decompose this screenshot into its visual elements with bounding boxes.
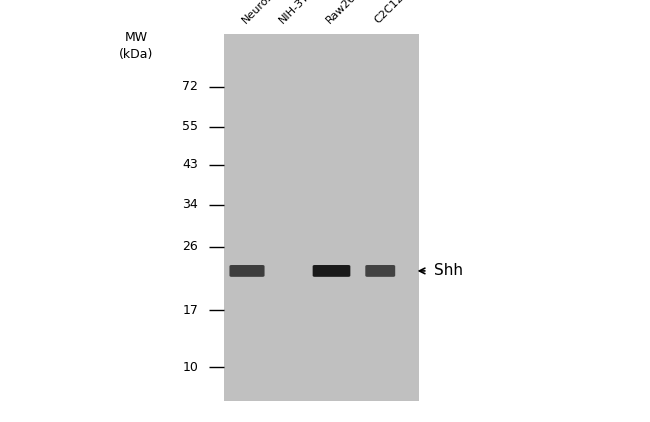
Text: 72: 72: [183, 80, 198, 93]
Text: 26: 26: [183, 241, 198, 253]
FancyBboxPatch shape: [313, 265, 350, 277]
Text: C2C12: C2C12: [373, 0, 406, 25]
Text: 10: 10: [183, 361, 198, 373]
Text: 17: 17: [183, 304, 198, 316]
Text: 43: 43: [183, 158, 198, 171]
Text: NIH-3T3: NIH-3T3: [277, 0, 316, 25]
FancyBboxPatch shape: [365, 265, 395, 277]
Text: Shh: Shh: [434, 263, 463, 279]
Bar: [224, 34, 419, 401]
FancyBboxPatch shape: [229, 265, 265, 277]
Text: Neuro2A: Neuro2A: [240, 0, 281, 25]
Text: Raw264.7: Raw264.7: [324, 0, 370, 25]
Text: (kDa): (kDa): [120, 48, 153, 61]
Text: MW: MW: [125, 31, 148, 44]
Text: 55: 55: [182, 120, 198, 133]
Text: 34: 34: [183, 198, 198, 211]
